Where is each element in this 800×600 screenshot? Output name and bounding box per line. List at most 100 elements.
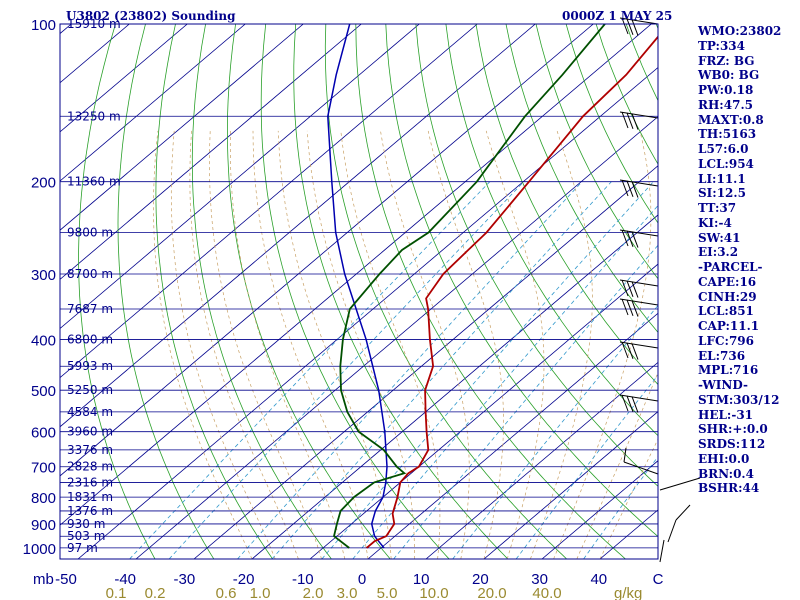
isotherm [193,165,658,559]
temperature-tick-label: -30 [174,571,196,588]
pressure-tick-label: 800 [31,490,56,507]
stat-line: LFC:796 [698,333,754,348]
isotherm [251,214,658,559]
wind-barb-feather [621,17,629,35]
wind-barb-segment [667,519,677,543]
isotherm [367,312,658,559]
height-label: 8700 m [67,267,113,281]
mixing-ratio-label: 1.0 [250,585,271,600]
wind-barb [619,279,659,298]
stat-line: CAPE:16 [698,274,757,289]
mixing-ratio-line [321,181,654,559]
moist-adiabat [170,130,276,559]
mixing-ratio-unit: g/kg [614,585,642,600]
dry-adiabat [226,24,391,559]
temperature-tick-label: -20 [233,571,255,588]
dry-adiabat [293,24,509,559]
dry-adiabat [260,24,450,559]
wind-barb-feather [626,342,634,359]
isotherm [541,460,658,559]
mixing-ratio-line [129,181,491,559]
stat-line: SI:12.5 [698,186,746,201]
dry-adiabat [505,24,658,333]
pressure-axis-label: mb [33,571,54,588]
stat-line: KI:-4 [698,215,732,230]
temperature-tick-label: -40 [114,571,136,588]
height-label: 13250 m [67,109,121,123]
moist-adiabat [252,130,369,559]
isotherm [60,24,478,379]
dry-adiabat [191,24,332,559]
height-label: 6800 m [67,332,113,346]
isotherm [77,66,658,559]
wind-barb-feather [626,299,634,316]
height-label: 2828 m [67,460,113,474]
pressure-tick-label: 700 [31,460,56,477]
isotherm [60,24,72,35]
temperature-tick-label: -10 [292,571,314,588]
stat-line: PW:0.18 [698,83,754,97]
moist-adiabat [380,130,470,559]
stat-line: CINH:29 [698,289,757,304]
dry-adiabat [117,24,215,559]
stat-line: WMO:23802 [698,24,782,38]
temperature-tick-label: 30 [531,571,548,588]
isotherm [60,24,304,231]
height-label: 97 m [67,541,98,555]
stat-line: SRDS:112 [698,437,766,451]
wind-barb-feather [626,18,634,35]
sounding-profiles [327,24,658,549]
dry-adiabat [415,24,658,487]
wind-barb-staff [619,17,659,25]
wind-barb-segment [675,504,691,521]
dry-adiabat [355,24,626,559]
wind-barb-feather [631,343,639,360]
temperature-tick-label: C [653,571,664,588]
wind-barb [619,298,659,317]
wind-barb-feather [626,230,634,247]
wind-barb-feather [626,280,634,297]
pressure-tick-label: 600 [31,425,56,442]
moist-adiabat [530,130,593,559]
isotherm [60,24,594,477]
wind-barb-feather [631,231,639,248]
height-label: 1831 m [67,490,113,504]
wind-barb [619,229,659,248]
wind-barb-feather [626,395,634,412]
dry-adiabat [475,24,658,386]
moist-adiabat [427,130,504,559]
wind-barb-feather [626,112,634,129]
stat-line: EHI:0.0 [698,451,750,466]
height-label: 3376 m [67,443,113,457]
station-title: U3802 (23802) Sounding [66,9,236,23]
height-label: 7687 m [67,302,113,316]
wind-barb-segment [623,447,627,463]
stat-line: LCL:954 [698,156,754,171]
dry-adiabat [324,24,567,559]
mixing-ratio-line [271,181,612,559]
wind-barb-feather [621,111,629,129]
stat-line: MAXT:0.8 [698,112,764,127]
stat-line: -PARCEL- [698,260,763,274]
wind-barb-feather [621,298,629,316]
pressure-tick-label: 300 [31,267,56,284]
moist-adiabat [340,130,441,559]
wind-barb-staff [619,394,659,402]
pressure-tick-label: 500 [31,383,56,400]
stat-line: TT:37 [698,201,737,215]
wind-barb-segment [659,477,701,491]
height-label: 930 m [67,517,105,531]
plot-frame [59,23,659,560]
wind-barb-staff [619,298,659,306]
mixing-ratio-line [393,244,658,559]
isotherm [135,116,658,559]
mixing-ratio-line [352,204,658,559]
isotherm [60,24,246,182]
wind-barb [619,394,659,413]
height-label: 4584 m [67,405,113,419]
wind-barb-segment [659,539,665,563]
mixing-ratio-label: 0.2 [145,585,166,600]
stat-line: SHR:+:0.0 [698,422,768,437]
height-label: 11360 m [67,175,121,189]
